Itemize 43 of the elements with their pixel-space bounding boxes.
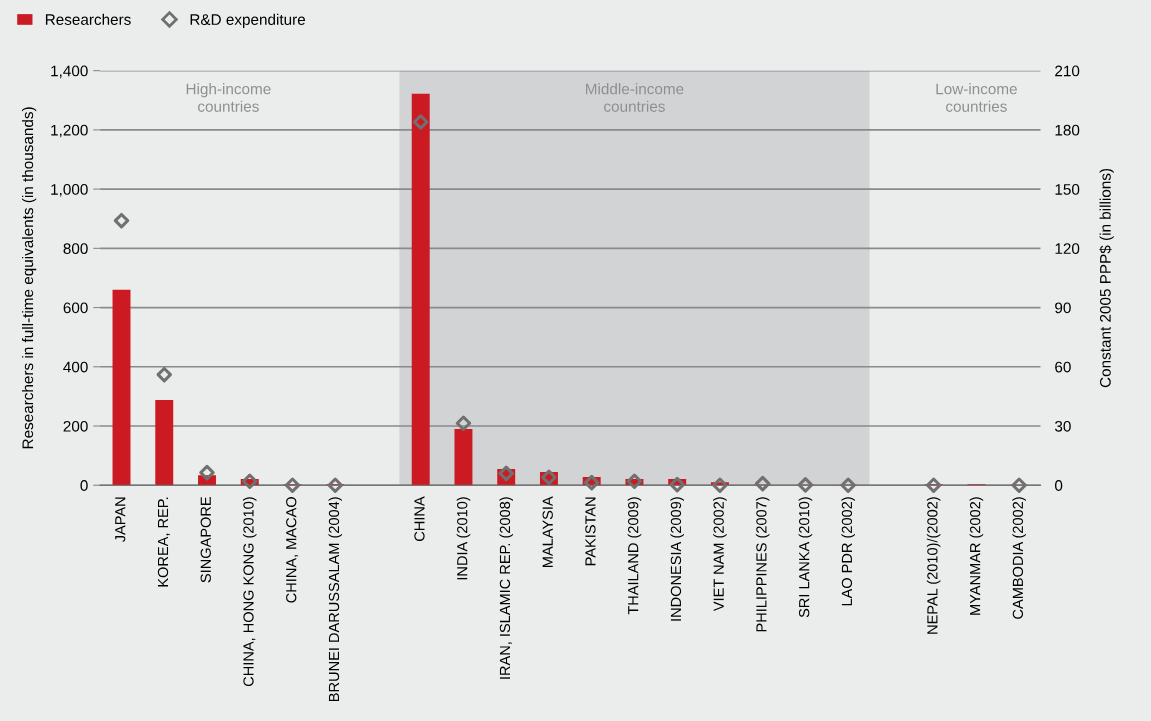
y2-tick-label: 60 [1055,361,1071,373]
x-tick-label: INDIA (2010) [456,497,471,580]
x-tick-label: LAO PDR (2002) [841,497,855,606]
y2-tick-label: 210 [1055,65,1080,77]
x-tick-label: MYANMAR (2002) [969,497,984,615]
y-tick-label: 0 [80,480,88,491]
x-tick-label: CHINA [414,496,425,541]
x-tick-label: IRAN, ISLAMIC REP. (2008) [499,497,513,679]
x-tick-label: THAILAND (2009) [627,497,642,615]
band-label: Middle-income countries [586,83,684,112]
y-tick-label: 1,200 [51,124,88,138]
x-tick-label: VIET NAM (2002) [713,497,727,612]
x-tick-label: PHILIPPINES (2007) [755,497,770,632]
y2-tick-label: 180 [1055,124,1080,136]
y-tick-label: 400 [63,361,88,373]
x-tick-label: KOREA, REP. [157,497,170,587]
x-tick-label: JAPAN [115,497,126,543]
x-tick-label: NEPAL (2010)/(2002) [926,497,941,634]
x-tick-label: PAKISTAN [585,497,596,566]
y-tick-label: 1,400 [51,65,88,79]
annotation: High-income countries [186,83,271,112]
annotation: Low-income countries [936,83,1017,112]
x-tick-label: SRI LANKA (2010) [798,497,813,618]
x-tick-label: CHINA, HONG KONG (2010) [242,497,257,687]
y2-tick-label: 90 [1055,302,1071,314]
y2-tick-label: 150 [1055,183,1080,195]
x-tick-label: BRUNEI DARUSSALAM (2004) [328,497,343,701]
y-tick-label: 1,000 [51,183,88,197]
y2-tick-label: 30 [1054,420,1071,432]
x-tick-label: CHINA, MACAO [286,497,299,603]
x-tick-label: CAMBODIA (2002) [1012,497,1026,619]
legend-label: Researchers [45,13,131,25]
y2-tick-label: 120 [1055,243,1080,255]
y2-axis-title: Constant 2005 PPP$ (in billions) [1099,168,1114,388]
legend-label: R&D expenditure [190,13,306,28]
x-tick-label: SINGAPORE [200,496,211,583]
y2-tick-label: 0 [1054,480,1063,491]
y-tick-label: 600 [63,302,88,314]
y-tick-label: 800 [63,243,88,255]
x-tick-label: INDONESIA (2009) [670,497,684,621]
y-tick-label: 200 [63,420,88,432]
x-tick-label: MALAYSIA [542,496,553,568]
y-axis-title: Researchers in full-time equivalents (in thousands) [21,107,37,449]
